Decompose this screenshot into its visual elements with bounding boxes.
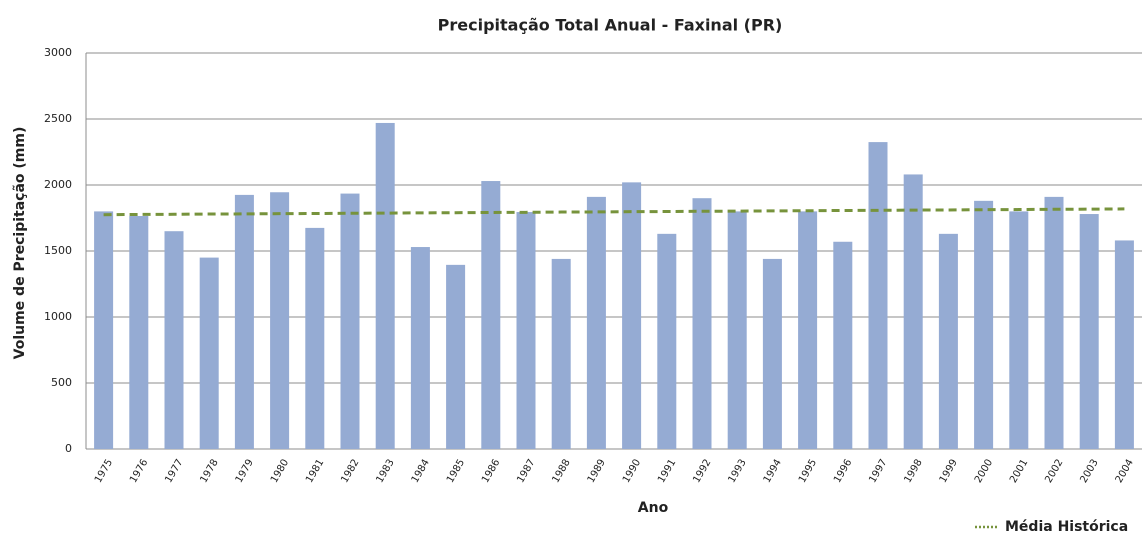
bar [622,182,642,450]
bar [129,216,149,449]
x-tick-label: 1992 [691,457,713,485]
x-tick-label: 1980 [269,457,291,485]
y-tick-label: 1000 [44,310,72,323]
x-tick-label: 1977 [163,457,185,485]
bar [762,258,782,449]
bar [410,247,430,449]
y-tick-label: 500 [51,376,72,389]
x-tick-label: 1982 [339,457,361,485]
y-tick-label: 2500 [44,112,72,125]
x-tick-label: 2004 [1114,457,1136,485]
bar [833,241,853,449]
trend-line [103,207,1125,217]
x-axis-label: Ano [638,500,669,516]
y-tick-label: 2000 [44,178,72,191]
bar [903,174,923,449]
y-tick-label: 3000 [44,46,72,59]
x-tick-label: 1996 [832,457,854,485]
x-tick-label: 2001 [1008,457,1030,485]
x-tick-label: 1987 [515,457,537,485]
bar [1009,211,1029,449]
x-tick-label: 1999 [938,457,960,485]
bar [551,258,571,449]
x-tick-label: 1978 [199,457,221,485]
bar [974,200,994,449]
bar [868,142,888,449]
bar [798,211,818,449]
bar [340,193,360,449]
bar [481,181,501,450]
x-tick-label: 2000 [973,457,995,485]
bar [1079,214,1099,449]
bar [199,257,219,449]
bar [305,227,325,449]
x-tick-label: 1975 [93,457,115,485]
x-tick-label: 1990 [621,457,643,485]
bar [375,122,395,450]
bar [1044,196,1064,449]
y-tick-label: 1500 [44,244,72,257]
x-tick-label: 1985 [445,457,467,485]
y-tick-label: 0 [65,442,72,455]
bar [727,211,747,449]
x-tick-label: 1988 [551,457,573,485]
x-tick-label: 1984 [410,457,432,485]
x-tick-label: 1993 [727,457,749,485]
x-tick-label: 1994 [762,457,784,485]
x-tick-label: 1983 [375,457,397,485]
x-tick-label: 2002 [1043,457,1065,485]
x-tick-label: 1981 [304,457,326,485]
x-tick-label: 1995 [797,457,819,485]
x-tick-label: 1998 [903,457,925,485]
x-tick-label: 1979 [234,457,256,485]
x-tick-label: 1989 [586,457,608,485]
x-tick-label: 2003 [1079,457,1101,485]
bar [657,233,677,449]
bar [446,264,466,449]
bar [94,211,114,449]
x-tick-label: 1976 [128,457,150,485]
bar [234,194,254,449]
bar [516,212,536,449]
legend-label: Média Histórica [1005,519,1128,535]
x-tick-label: 1986 [480,457,502,485]
bar [938,233,958,449]
bar [586,196,606,449]
y-axis-label: Volume de Precipitação (mm) [12,127,28,360]
x-tick-label: 1991 [656,457,678,485]
bar [164,231,184,449]
bar [1114,240,1134,449]
chart-title: Precipitação Total Anual - Faxinal (PR) [438,16,783,35]
bar [692,198,712,449]
x-tick-label: 1997 [867,457,889,485]
bar [270,192,290,449]
